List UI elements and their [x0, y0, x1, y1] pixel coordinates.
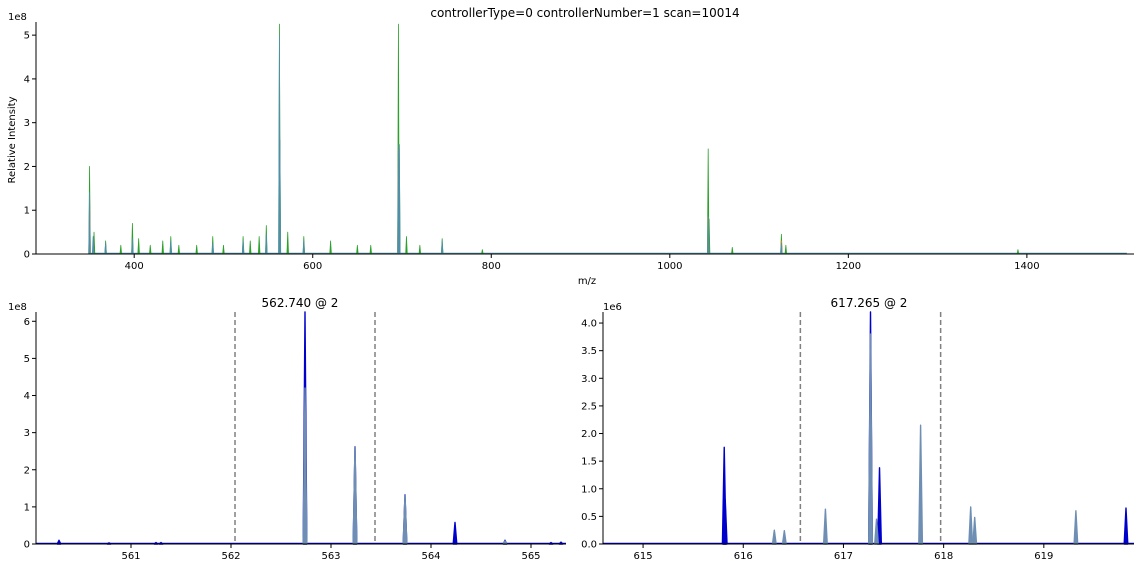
bottom-left-peak [56, 539, 62, 545]
bottom-right-y-tick-label: 3.5 [581, 346, 597, 357]
bottom-left-offset-label: 1e8 [8, 302, 27, 313]
top-spectrum-panel: 1e8 controllerType=0 controllerNumber=1 … [7, 6, 1134, 287]
bottom-left-peak [402, 495, 408, 545]
bottom-left-axes: 561 562 563 564 565 0 1 2 3 4 5 6 [24, 312, 566, 562]
bottom-left-x-tick-label: 563 [321, 551, 340, 562]
bottom-right-x-tick-label: 617 [834, 551, 853, 562]
top-peak [119, 244, 123, 255]
bottom-right-y-tick-label: 2.0 [581, 429, 597, 440]
bottom-right-peak [918, 424, 924, 545]
top-peak [369, 244, 372, 255]
top-peak [356, 244, 359, 255]
bottom-right-y-tick-label: 3.0 [581, 374, 597, 385]
top-x-tick-label: 1200 [836, 261, 861, 272]
top-x-tick-label: 1000 [657, 261, 682, 272]
top-x-tick-label: 800 [482, 261, 501, 272]
bottom-right-peak [822, 508, 828, 545]
top-peak [195, 244, 198, 255]
top-peak [249, 240, 252, 255]
bottom-right-chart-title: 617.265 @ 2 [831, 296, 908, 310]
bottom-right-peak [868, 333, 874, 545]
bottom-left-y-tick-label: 4 [24, 391, 30, 402]
bottom-right-spectrum-marks [603, 311, 1134, 545]
bottom-left-y-tick-label: 3 [24, 428, 30, 439]
top-chart-title: controllerType=0 controllerNumber=1 scan… [430, 6, 739, 20]
top-peak [1016, 249, 1020, 255]
top-y-tick-label: 0 [24, 250, 30, 261]
top-y-tick-label: 1 [24, 206, 30, 217]
top-y-tick-label: 2 [24, 162, 30, 173]
top-peak [177, 244, 181, 255]
top-offset-label: 1e8 [8, 12, 27, 23]
bottom-right-y-tick-label: 2.5 [581, 401, 597, 412]
top-x-tick-label: 400 [125, 261, 144, 272]
bottom-left-spectrum-panel: 1e8 562.740 @ 2 561 562 563 564 565 0 1 2 3 4 5 6 [8, 296, 566, 562]
top-peak [481, 249, 484, 255]
bottom-right-peak [781, 530, 787, 545]
bottom-left-peak [352, 446, 358, 545]
bottom-left-peak [452, 521, 458, 545]
bottom-left-x-tick-label: 562 [221, 551, 240, 562]
top-peak [286, 231, 289, 255]
top-peak [222, 244, 225, 255]
bottom-left-y-tick-label: 1 [24, 502, 30, 513]
top-y-tick-label: 3 [24, 118, 30, 129]
bottom-right-y-tick-label: 1.5 [581, 457, 597, 468]
bottom-right-y-tick-label: 0.0 [581, 540, 597, 551]
bottom-right-x-tick-label: 615 [634, 551, 653, 562]
top-peak [405, 236, 408, 255]
bottom-right-offset-label: 1e6 [603, 302, 622, 313]
top-axes: 400 600 800 1000 1200 1400 0 1 2 3 4 5 [24, 22, 1134, 272]
bottom-right-y-tick-label: 4.0 [581, 319, 597, 330]
top-peak [731, 247, 734, 255]
bottom-right-peak [968, 506, 974, 545]
top-peak [418, 244, 422, 255]
bottom-right-x-tick-label: 619 [1034, 551, 1053, 562]
bottom-left-x-tick-label: 561 [121, 551, 140, 562]
bottom-left-spectrum-marks [36, 311, 566, 545]
top-x-tick-label: 1400 [1014, 261, 1039, 272]
bottom-left-y-tick-label: 0 [24, 540, 30, 551]
top-peak [161, 240, 164, 255]
bottom-right-peak [1073, 510, 1079, 545]
bottom-right-y-tick-label: 0.5 [581, 512, 597, 523]
bottom-left-chart-title: 562.740 @ 2 [262, 296, 339, 310]
bottom-left-y-tick-label: 5 [24, 354, 30, 365]
bottom-right-peak [1123, 507, 1129, 545]
top-y-tick-label: 5 [24, 31, 30, 42]
bottom-right-peak [877, 467, 883, 545]
top-peak [257, 236, 261, 255]
bottom-right-y-tick-label: 1.0 [581, 484, 597, 495]
top-x-axis-label: m/z [578, 276, 596, 287]
top-peak [137, 238, 140, 255]
top-spectrum-marks [88, 23, 1127, 255]
bottom-left-x-tick-label: 565 [521, 551, 540, 562]
top-peak [784, 244, 788, 255]
top-peak [149, 244, 152, 255]
bottom-right-axes: 615 616 617 618 619 0.0 0.5 1.0 1.5 2.0 2.5 3.0 3.5 4… [581, 312, 1134, 562]
bottom-right-spectrum-panel: 1e6 617.265 @ 2 615 616 617 618 619 0.0 0.5 1.0… [581, 296, 1134, 562]
top-y-axis-label: Relative Intensity [7, 96, 18, 183]
bottom-left-y-tick-label: 6 [24, 317, 30, 328]
bottom-left-y-tick-label: 2 [24, 465, 30, 476]
top-y-tick-label: 4 [24, 74, 30, 85]
top-peak [329, 240, 332, 255]
bottom-left-x-tick-label: 564 [421, 551, 440, 562]
bottom-right-peak [771, 529, 777, 545]
bottom-right-peak [972, 516, 978, 545]
bottom-right-x-tick-label: 616 [734, 551, 753, 562]
bottom-right-x-tick-label: 618 [934, 551, 953, 562]
top-x-tick-label: 600 [303, 261, 322, 272]
